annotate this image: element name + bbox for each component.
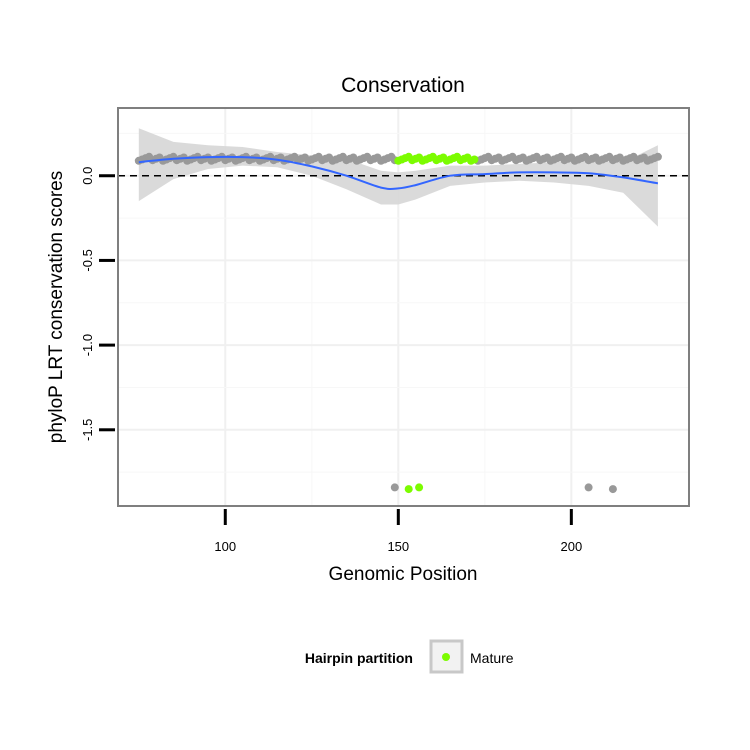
- outlier-point-other-1: [584, 483, 593, 492]
- line-layer: [138, 155, 659, 190]
- legend: Hairpin partition Mature: [305, 639, 514, 674]
- x-tick-label-2: 200: [560, 539, 582, 554]
- legend-label-mature: Mature: [470, 650, 514, 666]
- y-tick-label-0: 0.0: [80, 167, 95, 185]
- points-layer: [134, 152, 662, 494]
- point-other-1-52: [653, 152, 662, 161]
- x-tick-label-1: 150: [387, 539, 409, 554]
- chart-title: Conservation: [341, 74, 465, 97]
- y-axis-title: phyloP LRT conservation scores: [46, 171, 67, 444]
- x-axis-title: Genomic Position: [329, 564, 478, 585]
- outlier-point-other-0: [390, 483, 399, 492]
- legend-title: Hairpin partition: [305, 650, 413, 666]
- point-Mature-0-22: [470, 155, 479, 164]
- y-tick-label-1: -0.5: [80, 249, 95, 271]
- plot-panel-border: [117, 107, 690, 507]
- y-tick-label-3: -1.5: [80, 419, 95, 441]
- legend-key-mature-point: [442, 653, 450, 661]
- outlier-point-Mature-1: [415, 483, 424, 492]
- outlier-point-other-2: [608, 485, 617, 494]
- confidence-ribbon: [138, 128, 658, 227]
- outlier-point-Mature-0: [404, 485, 413, 494]
- smooth-fit-line: [138, 155, 659, 190]
- x-tick-label-0: 100: [214, 539, 236, 554]
- ribbon-layer: [118, 128, 689, 227]
- axis-layer: 100 150 200 0.0 -0.5 -1.0 -1.5: [80, 167, 582, 554]
- y-tick-label-2: -1.0: [80, 334, 95, 356]
